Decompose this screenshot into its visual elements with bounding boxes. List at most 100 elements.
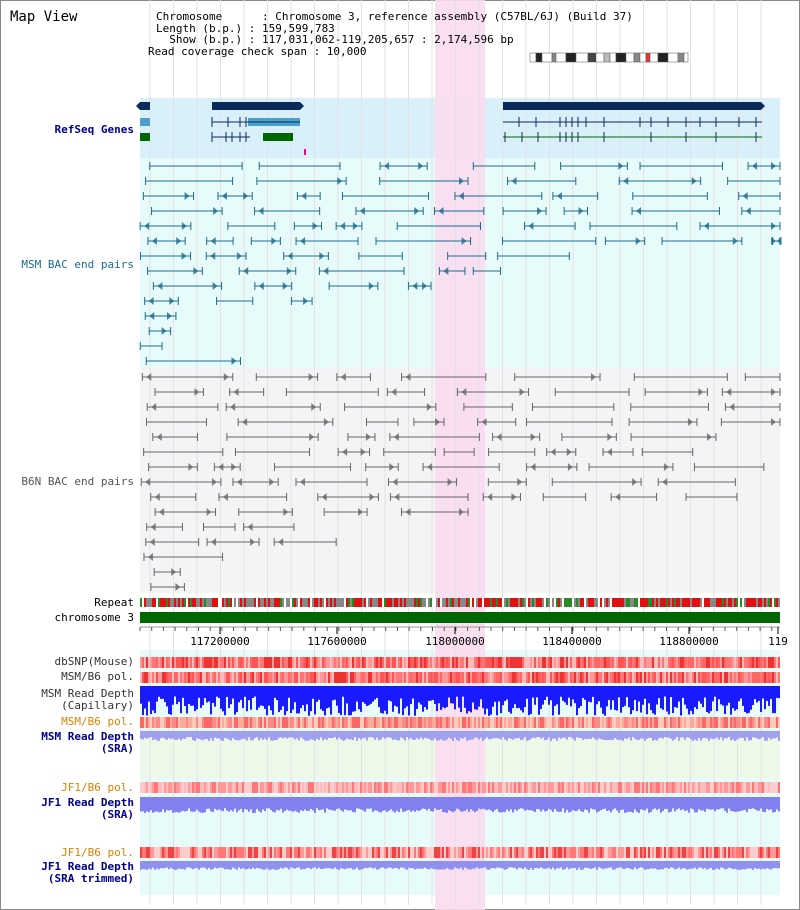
msm-depth-cap-bar <box>676 686 678 708</box>
jf1-pol-trim-cell <box>270 847 272 858</box>
jf1-pol-cell <box>198 782 200 793</box>
jf1-depth-sra-bar <box>492 797 494 812</box>
dbsnp-cell <box>568 657 570 668</box>
msm-depth-sra-bar <box>444 731 446 741</box>
track-label-refseq-genes[interactable]: RefSeq Genes <box>54 123 134 136</box>
repeat-segment <box>734 598 736 607</box>
jf1-pol-cell <box>692 782 694 793</box>
msm-pol-cell <box>546 672 548 683</box>
b6n-bac-pair-arrow <box>394 493 400 501</box>
jf1-depth-trim-bar <box>402 861 404 868</box>
msm-depth-cap-bar <box>606 686 608 707</box>
jf1-pol-trim-cell <box>340 847 342 858</box>
jf1-depth-sra-bar <box>578 797 580 810</box>
msm-pol-cell <box>596 672 598 683</box>
jf1-depth-sra-bar <box>542 797 544 810</box>
dbsnp-cell <box>764 657 766 668</box>
msm-depth-sra-bar <box>292 731 294 738</box>
jf1-pol-cell <box>496 782 498 793</box>
msm-pol-cell <box>668 672 670 683</box>
jf1-depth-sra-bar <box>546 797 548 811</box>
dbsnp-cell <box>172 657 174 668</box>
repeat-segment <box>590 598 592 607</box>
msm-pol-sra-cell <box>618 717 620 728</box>
jf1-pol-trim-cell <box>400 847 402 858</box>
msm-depth-sra-bar <box>734 731 736 741</box>
msm-bac-pair-arrow <box>181 222 187 230</box>
msm-pol-sra-cell <box>500 717 502 728</box>
msm-bac-pair-arrow <box>537 207 543 215</box>
repeat-segment <box>446 598 448 607</box>
jf1-pol-trim-cell <box>746 847 748 858</box>
jf1-pol-cell <box>330 782 332 793</box>
repeat-segment <box>416 598 418 607</box>
msm-depth-cap-bar <box>216 686 218 697</box>
msm-pol-cell <box>642 672 644 683</box>
msm-depth-cap-bar <box>332 686 334 701</box>
repeat-segment <box>584 598 586 607</box>
jf1-pol-trim-cell <box>430 847 432 858</box>
track-label-msm-bac[interactable]: MSM BAC end pairs <box>21 258 134 271</box>
jf1-pol-cell <box>196 782 198 793</box>
msm-depth-cap-bar <box>234 686 236 715</box>
msm-pol-sra-cell <box>170 717 172 728</box>
jf1-depth-trim-bar <box>716 861 718 869</box>
jf1-pol-trim-cell <box>698 847 700 858</box>
msm-bac-pair-arrow <box>337 177 343 185</box>
dbsnp-cell <box>288 657 290 668</box>
jf1-pol-trim-cell <box>260 847 262 858</box>
msm-depth-sra-bar <box>726 731 728 739</box>
msm-depth-cap-bar <box>526 686 528 699</box>
jf1-depth-sra-bar <box>224 797 226 809</box>
jf1-pol-trim-cell <box>364 847 366 858</box>
msm-depth-cap-bar <box>704 686 706 698</box>
jf1-depth-trim-bar <box>154 861 156 870</box>
msm-depth-cap-bar <box>544 686 546 700</box>
msm-pol-cell <box>356 672 358 683</box>
jf1-pol-cell <box>654 782 656 793</box>
repeat-segment <box>312 598 314 607</box>
dbsnp-cell <box>306 657 308 668</box>
jf1-depth-trim-bar <box>332 861 334 870</box>
jf1-depth-trim-bar <box>626 861 628 868</box>
msm-pol-sra-cell <box>596 717 598 728</box>
repeat-segment <box>526 598 528 607</box>
msm-pol-sra-cell <box>544 717 546 728</box>
msm-pol-cell <box>176 672 178 683</box>
dbsnp-cell <box>328 657 330 668</box>
msm-bac-pair-arrow <box>745 207 751 215</box>
track-label-b6n-bac[interactable]: B6N BAC end pairs <box>21 475 134 488</box>
msm-pol-cell <box>468 672 470 683</box>
msm-depth-cap-bar <box>304 686 306 712</box>
repeat-segment <box>220 598 222 607</box>
jf1-depth-sra-bar <box>656 797 658 810</box>
msm-depth-sra-bar <box>488 731 490 740</box>
jf1-depth-sra-bar <box>556 797 558 812</box>
jf1-depth-sra-bar <box>554 797 556 809</box>
jf1-depth-sra-bar <box>590 797 592 809</box>
jf1-pol-cell <box>528 782 530 793</box>
jf1-depth-sra-bar <box>292 797 294 812</box>
jf1-depth-trim-bar <box>510 861 512 868</box>
msm-depth-cap-bar <box>392 686 394 712</box>
jf1-pol-cell <box>630 782 632 793</box>
axis-tick-label: 117200000 <box>190 635 250 648</box>
jf1-depth-trim-bar <box>316 861 318 869</box>
b6n-bac-pair-arrow <box>607 448 613 456</box>
msm-depth-cap-bar <box>548 686 550 705</box>
msm-pol-sra-cell <box>278 717 280 728</box>
msm-pol-sra-cell <box>566 717 568 728</box>
jf1-pol-trim-cell <box>164 847 166 858</box>
msm-pol-sra-cell <box>580 717 582 728</box>
msm-pol-cell <box>476 672 478 683</box>
jf1-depth-sra-bar <box>234 797 236 809</box>
msm-depth-cap-bar <box>190 686 192 706</box>
jf1-pol-trim-cell <box>638 847 640 858</box>
msm-depth-cap-bar <box>720 686 722 705</box>
msm-pol-sra-cell <box>330 717 332 728</box>
msm-pol-sra-cell <box>326 717 328 728</box>
msm-depth-cap-bar <box>640 686 642 713</box>
jf1-pol-trim-cell <box>200 847 202 858</box>
msm-depth-cap-bar <box>178 686 180 702</box>
